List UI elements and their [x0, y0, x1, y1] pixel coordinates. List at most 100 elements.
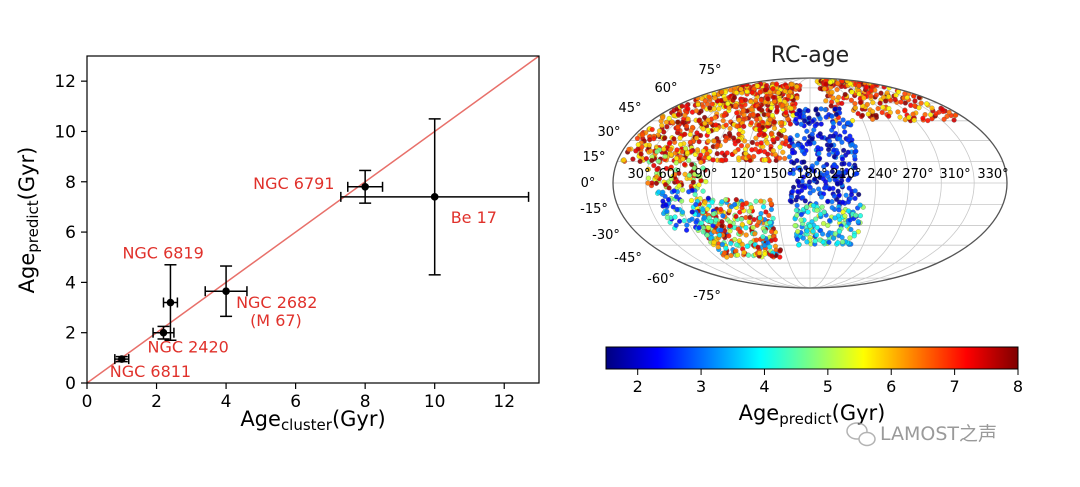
star-point: [646, 142, 652, 148]
star-point: [754, 83, 760, 89]
star-point: [825, 198, 831, 205]
star-point: [713, 122, 719, 128]
star-point: [713, 217, 719, 223]
colorbar-ticks: 2 3 4 5 6 7 8: [633, 369, 1023, 396]
star-point: [715, 244, 721, 250]
star-point: [682, 131, 688, 137]
longitude-label: 60°: [658, 167, 681, 182]
star-point: [802, 185, 808, 191]
star-point: [819, 194, 825, 200]
star-point: [818, 106, 824, 112]
star-point: [655, 158, 662, 164]
star-point: [731, 135, 737, 141]
star-point: [796, 242, 802, 248]
point-label: NGC 6811: [110, 362, 191, 381]
colorbar-tick-label: 5: [823, 377, 833, 396]
star-point: [831, 162, 837, 168]
star-point: [812, 176, 818, 182]
star-point: [770, 137, 776, 143]
star-point: [723, 138, 729, 144]
star-point: [804, 204, 810, 210]
star-point: [798, 217, 804, 223]
star-point: [767, 244, 773, 250]
star-point: [668, 147, 674, 153]
star-point: [762, 251, 768, 257]
star-point: [835, 80, 841, 86]
star-point: [728, 87, 734, 93]
star-point: [787, 137, 793, 143]
star-point: [864, 101, 870, 108]
star-point: [744, 88, 750, 95]
star-point: [639, 132, 646, 138]
star-point: [700, 188, 706, 194]
star-point: [783, 110, 789, 116]
star-point: [831, 235, 837, 241]
star-point: [793, 116, 799, 122]
star-point: [653, 180, 659, 186]
colorbar-label-sub: predict: [779, 410, 832, 428]
star-point: [714, 142, 721, 148]
watermark-text: LAMOST之声: [880, 423, 997, 445]
meridian-line: [776, 78, 811, 288]
star-point: [685, 106, 691, 112]
star-point: [857, 213, 863, 219]
star-point: [743, 225, 749, 231]
star-point: [682, 171, 688, 177]
star-point: [843, 192, 849, 198]
star-point: [836, 94, 842, 100]
star-point: [680, 156, 686, 162]
star-point: [762, 228, 768, 235]
star-point: [675, 119, 681, 125]
star-point: [692, 191, 698, 198]
star-point: [756, 250, 763, 256]
star-point: [814, 207, 820, 213]
star-point: [852, 153, 858, 159]
star-point: [830, 133, 836, 139]
longitude-label: 330°: [977, 167, 1008, 182]
star-point: [673, 167, 679, 173]
star-point: [836, 207, 842, 213]
star-point: [711, 138, 717, 144]
star-point: [836, 229, 843, 235]
star-point: [898, 99, 904, 105]
star-point: [815, 111, 821, 117]
y-tick-label: 8: [65, 173, 76, 193]
star-point: [719, 199, 725, 205]
longitude-label: 90°: [694, 167, 717, 182]
y-axis-label-unit: (Gyr): [15, 147, 39, 201]
star-point: [738, 143, 745, 149]
y-tick-label: 12: [54, 72, 76, 92]
star-point: [811, 203, 817, 209]
star-point: [870, 116, 876, 122]
star-point: [705, 127, 711, 133]
star-point: [902, 91, 908, 97]
star-point: [904, 94, 910, 101]
latitude-label: 0°: [581, 176, 596, 191]
star-point: [666, 141, 672, 147]
colorbar-tick-label: 8: [1013, 377, 1023, 396]
star-point: [794, 236, 800, 243]
star-point: [795, 229, 801, 235]
star-point: [663, 202, 669, 208]
star-point: [733, 102, 739, 109]
star-point: [911, 117, 917, 123]
star-point: [753, 198, 759, 204]
star-point: [739, 216, 745, 222]
star-point: [745, 143, 751, 149]
star-point: [769, 229, 775, 235]
star-point: [856, 91, 862, 97]
star-point: [793, 207, 799, 213]
star-point: [912, 103, 918, 109]
star-point: [841, 161, 847, 167]
star-point: [664, 124, 670, 130]
star-point: [865, 111, 871, 117]
star-point: [740, 108, 746, 114]
star-point: [770, 86, 776, 92]
star-point: [786, 154, 793, 160]
star-point: [801, 159, 807, 165]
star-point: [684, 149, 690, 156]
wechat-icon: [846, 422, 876, 447]
star-point: [693, 108, 699, 114]
star-point: [814, 225, 820, 231]
